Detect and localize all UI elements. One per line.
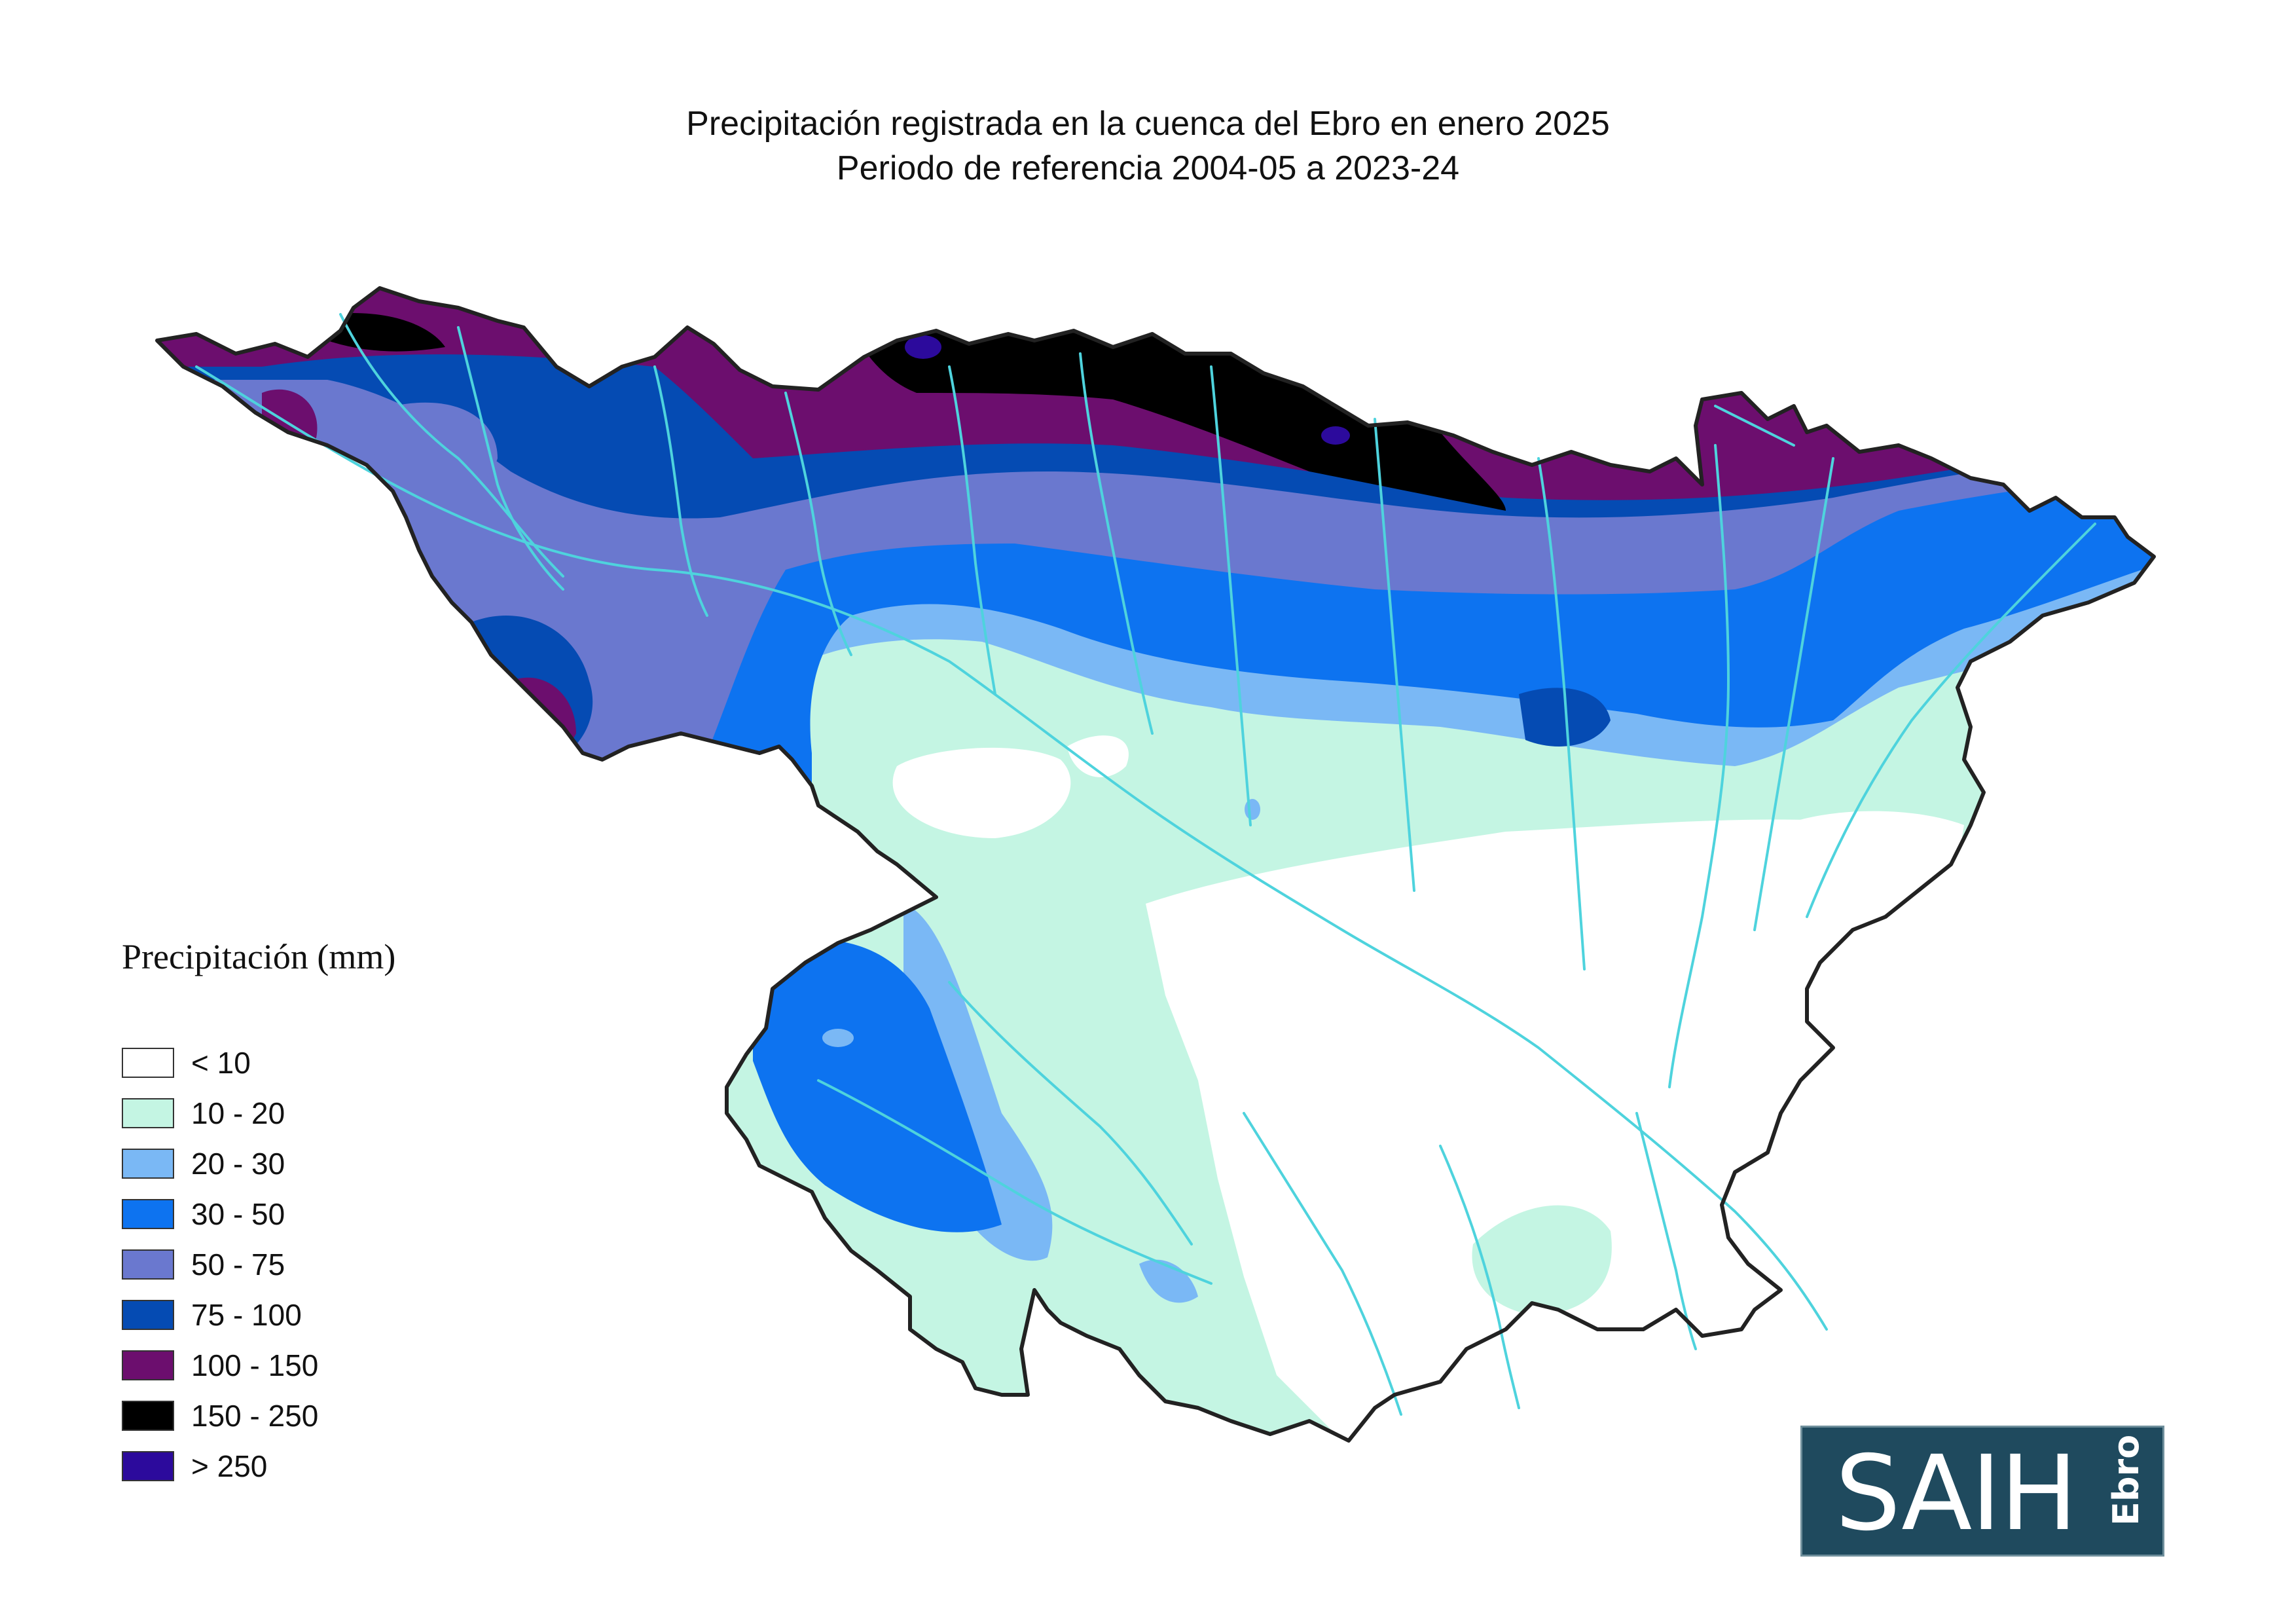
zone-150-250-pyrenees [851, 327, 1506, 511]
legend-swatch [122, 1249, 174, 1280]
legend-item: 20 - 30 [122, 1138, 593, 1189]
legend-item: 10 - 20 [122, 1088, 593, 1138]
legend-item: 150 - 250 [122, 1390, 593, 1441]
river-nw-1 [339, 313, 564, 578]
river-segre [1668, 444, 1730, 1088]
legend-swatch [122, 1148, 174, 1179]
zone-lt10-small [1067, 735, 1129, 777]
river-huerva [948, 981, 1193, 1246]
zone-20-30-spot [822, 1029, 854, 1047]
legend-swatch [122, 1350, 174, 1380]
zone-75-100-east-patch [1519, 688, 1611, 747]
river-jalon [817, 1079, 1212, 1285]
saih-ebro-logo: SAIH Ebro [1800, 1426, 2164, 1557]
zone-20-30-patch [1139, 1259, 1198, 1303]
legend-label: 150 - 250 [191, 1398, 319, 1433]
legend-swatch [122, 1047, 174, 1078]
zone-30-50-southwest [753, 939, 1002, 1232]
zone-gt250-spot-1 [905, 335, 941, 359]
river-n-1 [653, 365, 708, 617]
zone-lt10-center [1146, 819, 2095, 1441]
logo-main-text: SAIH [1835, 1433, 2078, 1554]
logo-sub-text: Ebro [2105, 1434, 2147, 1526]
river-gallego-upper [1079, 352, 1154, 735]
legend-item: 50 - 75 [122, 1239, 593, 1289]
zone-50-75-northwest [373, 402, 498, 498]
legend-swatch [122, 1299, 174, 1330]
river-cinca-upper [1374, 418, 1415, 892]
river-noguera [1753, 457, 1834, 931]
map-title-line2: Periodo de referencia 2004-05 a 2023-24 [836, 149, 1460, 187]
map-title-line1: Precipitación registrada en la cuenca de… [686, 105, 1610, 143]
legend-item: 75 - 100 [122, 1289, 593, 1340]
legend-label: 10 - 20 [191, 1096, 285, 1130]
legend-title: Precipitación (mm) [122, 937, 396, 976]
zone-gt250-spot-2 [1321, 426, 1350, 445]
legend-item: 100 - 150 [122, 1340, 593, 1390]
legend: Precipitación (mm) < 10 10 - 20 20 - 30 30 … [122, 936, 593, 1491]
river-guadalope [1439, 1145, 1520, 1409]
legend-label: 20 - 30 [191, 1146, 285, 1181]
river-east [1806, 523, 2096, 918]
zone-lt10-west [892, 747, 1071, 838]
zone-lt10-east [1768, 811, 1964, 909]
legend-label: 100 - 150 [191, 1348, 319, 1382]
legend-swatch [122, 1450, 174, 1481]
river-matarrana [1635, 1112, 1697, 1350]
legend-label: 75 - 100 [191, 1297, 302, 1332]
legend-item: > 250 [122, 1441, 593, 1491]
zone-10-20-south [1472, 1205, 1612, 1316]
legend-swatch [122, 1098, 174, 1128]
legend-label: 50 - 75 [191, 1247, 285, 1282]
legend-label: > 250 [191, 1449, 268, 1483]
legend-label: < 10 [191, 1045, 251, 1080]
river-network [195, 313, 2096, 1416]
zone-20-30-dot [1245, 799, 1260, 820]
river-n-2 [784, 392, 852, 656]
legend-swatch [122, 1400, 174, 1431]
river-nw-2 [457, 326, 564, 591]
legend-label: 30 - 50 [191, 1196, 285, 1231]
river-gallego [1210, 365, 1252, 826]
legend-item: 30 - 50 [122, 1189, 593, 1239]
legend-items: < 10 10 - 20 20 - 30 30 - 50 50 - 75 75 - 100… [122, 1037, 593, 1491]
river-aragon [948, 365, 996, 695]
map-title: Precipitación registrada en la cuenca de… [0, 101, 2296, 191]
legend-swatch [122, 1198, 174, 1229]
river-cinca [1537, 457, 1586, 970]
legend-item: < 10 [122, 1037, 593, 1088]
river-martin [1243, 1112, 1402, 1416]
river-garona [1714, 405, 1795, 447]
